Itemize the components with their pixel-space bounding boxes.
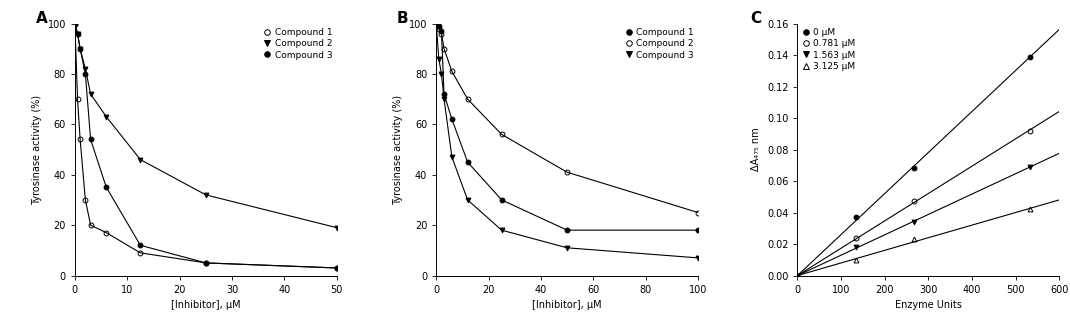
Text: B: B xyxy=(397,11,409,26)
X-axis label: Enzyme Units: Enzyme Units xyxy=(895,300,962,310)
Legend: Compound 1, Compound 2, Compound 3: Compound 1, Compound 2, Compound 3 xyxy=(263,28,332,59)
Y-axis label: Tyrosinase activity (%): Tyrosinase activity (%) xyxy=(32,94,42,205)
Text: C: C xyxy=(750,11,762,26)
Text: A: A xyxy=(35,11,47,26)
Legend: 0 μM, 0.781 μM, 1.563 μM, 3.125 μM: 0 μM, 0.781 μM, 1.563 μM, 3.125 μM xyxy=(802,28,855,71)
Legend: Compound 1, Compound 2, Compound 3: Compound 1, Compound 2, Compound 3 xyxy=(625,28,693,59)
Y-axis label: ΔA₄₇₅ nm: ΔA₄₇₅ nm xyxy=(751,128,762,171)
X-axis label: [Inhibitor], μM: [Inhibitor], μM xyxy=(532,300,602,310)
Y-axis label: Tyrosinase activity (%): Tyrosinase activity (%) xyxy=(394,94,403,205)
X-axis label: [Inhibitor], μM: [Inhibitor], μM xyxy=(171,300,241,310)
